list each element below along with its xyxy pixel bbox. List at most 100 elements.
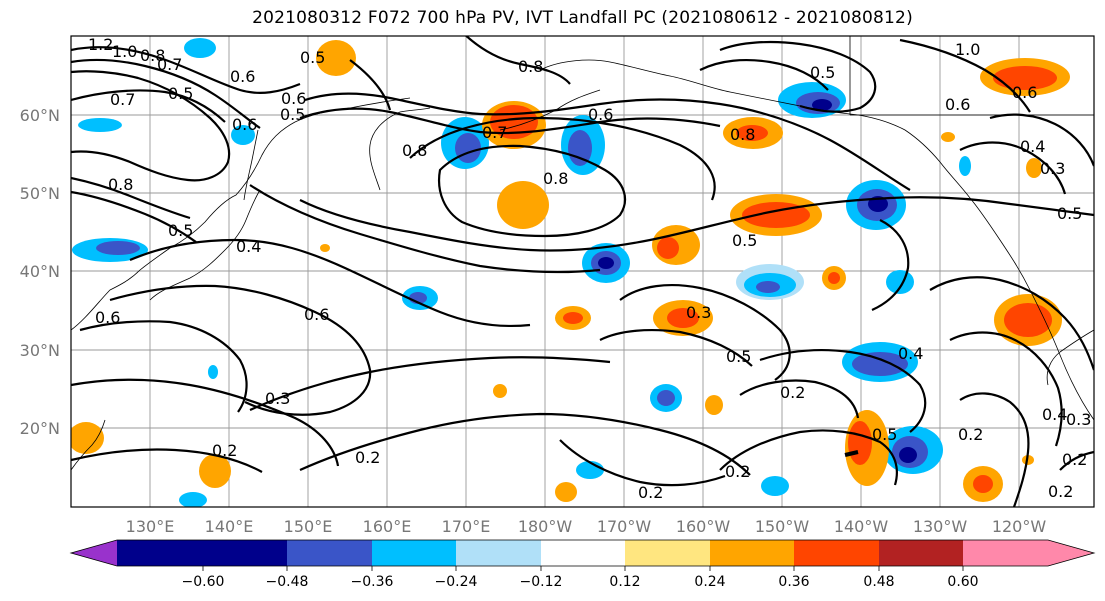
contour-label: 0.5 (726, 347, 751, 366)
coast-alaska (539, 59, 1094, 421)
lon-label: 170°E (442, 517, 491, 536)
pv-contour-line (464, 36, 571, 85)
contour-label: 0.7 (482, 123, 507, 142)
colorbar: −0.60 −0.48 −0.36 −0.24 −0.12 0.12 0.24 … (69, 539, 1096, 590)
pos-anomaly-patch (1026, 158, 1042, 178)
contour-label: 0.7 (157, 55, 182, 74)
colorbar-tick-label: 0.36 (778, 574, 809, 590)
pv-contour-line (71, 176, 191, 220)
pv-contour-line (71, 89, 226, 123)
contour-label: 0.6 (281, 89, 306, 108)
colorbar-tick-label: 0.60 (947, 574, 978, 590)
pv-contour-line (249, 184, 601, 274)
lat-label: 50°N (20, 184, 60, 203)
contour-label: 0.5 (168, 84, 193, 103)
colorbar-tick-label: −0.24 (435, 574, 478, 590)
pv-contour-line (759, 348, 927, 433)
pv-contour-line (129, 238, 531, 328)
pv-contour-line (559, 439, 726, 487)
pv-contour-line (299, 196, 1094, 252)
coast-kamchatka (369, 107, 431, 191)
neg-anomaly-patch (761, 476, 789, 496)
neg-anomaly-max (756, 281, 780, 293)
contour-label: 0.2 (780, 383, 805, 402)
pos-anomaly-patch (71, 422, 104, 454)
colorbar-extend-low (71, 540, 117, 566)
pv-contour-line (599, 328, 753, 367)
colorbar-tick-label: −0.60 (182, 574, 225, 590)
pv-contour-line (71, 58, 261, 129)
contour-label: 0.8 (518, 57, 543, 76)
pv-contour-line (71, 70, 231, 182)
coast-philippines (71, 419, 106, 471)
pv-contour-line (959, 392, 1030, 507)
contour-label: 1.0 (112, 42, 137, 61)
ivt-anomaly-fill (71, 38, 1070, 507)
lon-label: 130°W (913, 517, 968, 536)
pv-contour-line (871, 219, 910, 312)
contour-label: 0.5 (300, 48, 325, 67)
neg-anomaly-max (598, 257, 614, 269)
neg-anomaly-patch (78, 118, 122, 132)
map-frame (70, 35, 1095, 508)
pv-contour-line (304, 92, 911, 191)
contour-label: 0.6 (1012, 83, 1037, 102)
coast-japan (149, 189, 261, 301)
contour-label: 0.2 (1062, 450, 1087, 469)
lon-label: 150°E (284, 517, 333, 536)
neg-anomaly-core (852, 352, 908, 376)
lat-label: 30°N (20, 341, 60, 360)
pv-contour-line (299, 107, 721, 135)
pos-anomaly-patch (316, 40, 356, 76)
neg-anomaly-patch (184, 38, 216, 58)
neg-anomaly-patch (231, 125, 255, 145)
colorbar-tick-label: 0.12 (609, 574, 640, 590)
pv-contours (71, 36, 1094, 507)
contour-label: 0.7 (110, 90, 135, 109)
contour-label: 0.6 (95, 308, 120, 327)
pos-anomaly-core (1004, 303, 1052, 337)
pos-anomaly-core (736, 125, 768, 141)
contour-label: 0.2 (958, 425, 983, 444)
contour-label: 0.2 (1048, 482, 1073, 501)
colorbar-swatch (625, 540, 710, 566)
neg-anomaly-core (657, 390, 675, 406)
lat-label: 20°N (20, 419, 60, 438)
lon-label: 180°W (518, 517, 573, 536)
pos-anomaly-patch (497, 181, 549, 229)
contour-label: 0.5 (872, 425, 897, 444)
contour-label: 1.0 (955, 40, 980, 59)
contour-label: 0.3 (686, 303, 711, 322)
pv-contour-line (349, 59, 392, 111)
pv-contour-line (699, 58, 829, 91)
colorbar-swatch (710, 540, 794, 566)
pv-contour-line (109, 284, 372, 416)
pv-contour-line (71, 190, 197, 243)
neg-anomaly-max (899, 447, 917, 463)
latitude-labels: 60°N 50°N 40°N 30°N 20°N (20, 106, 60, 438)
pv-contour-line (929, 276, 1094, 371)
coast-mexico (1046, 329, 1094, 386)
pv-contour-line (844, 450, 859, 457)
pv-contour-line (409, 116, 716, 201)
contour-label: 0.5 (1057, 204, 1082, 223)
contour-label: 0.4 (236, 237, 261, 256)
pv-contour-line (438, 144, 627, 238)
contour-label: 0.3 (1040, 159, 1065, 178)
contour-label: 0.8 (108, 175, 133, 194)
colorbar-swatch (203, 540, 287, 566)
contour-labels: 1.2 1.0 0.8 0.7 0.6 0.5 0.5 0.8 0.6 0.5 … (88, 36, 1091, 502)
contour-label: 0.5 (810, 63, 835, 82)
colorbar-swatch (541, 540, 625, 566)
colorbar-swatch (372, 540, 456, 566)
contour-label: 0.5 (280, 105, 305, 124)
contour-label: 0.8 (730, 125, 755, 144)
contour-label: 0.5 (732, 231, 757, 250)
colorbar-swatch (456, 540, 541, 566)
contour-label: 0.2 (725, 462, 750, 481)
pos-anomaly-core (657, 237, 679, 259)
contour-label: 0.6 (945, 95, 970, 114)
lon-label: 140°E (205, 517, 254, 536)
pos-anomaly-core (993, 66, 1057, 90)
